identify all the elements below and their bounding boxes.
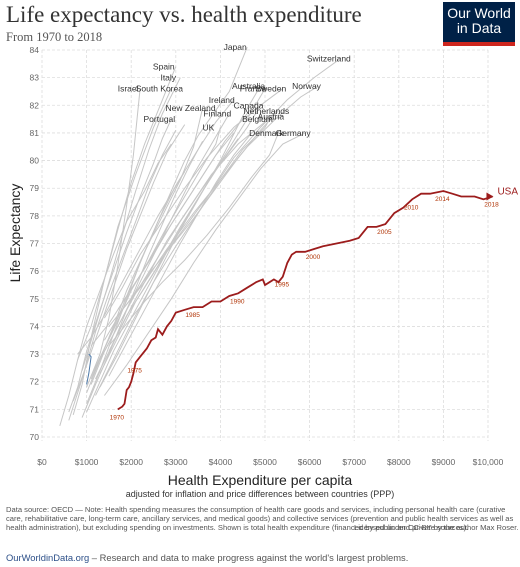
usa-arrowhead bbox=[486, 192, 494, 201]
y-tick-label: 76 bbox=[30, 266, 40, 276]
usa-year-label: 2014 bbox=[435, 196, 450, 203]
country-label: UK bbox=[202, 122, 214, 132]
country-label: France bbox=[240, 84, 267, 94]
logo-red-strip bbox=[443, 42, 515, 46]
country-series-line bbox=[86, 138, 239, 413]
usa-year-label: 2000 bbox=[306, 254, 321, 261]
country-label: Belgium bbox=[242, 114, 273, 124]
country-label: Portugal bbox=[144, 114, 176, 124]
y-tick-label: 78 bbox=[30, 211, 40, 221]
y-tick-label: 75 bbox=[30, 294, 40, 304]
country-series-line bbox=[86, 88, 141, 388]
country-label: Canada bbox=[234, 100, 264, 110]
country-label: Australia bbox=[232, 81, 265, 91]
country-series-line bbox=[72, 88, 172, 416]
site-link[interactable]: OurWorldinData.org bbox=[6, 552, 90, 563]
y-tick-label: 73 bbox=[30, 349, 40, 359]
country-series-line bbox=[68, 129, 177, 421]
country-label: Norway bbox=[292, 81, 322, 91]
x-tick-label: $9000 bbox=[432, 457, 456, 467]
x-tick-label: $3000 bbox=[164, 457, 188, 467]
country-series-line bbox=[81, 140, 204, 418]
y-axis-label: Life Expectancy bbox=[7, 183, 23, 283]
y-tick-label: 71 bbox=[30, 404, 40, 414]
x-tick-label: $8000 bbox=[387, 457, 411, 467]
usa-year-label: 2010 bbox=[404, 204, 419, 211]
footer-line: OurWorldinData.org – Research and data t… bbox=[6, 552, 408, 563]
y-tick-label: 83 bbox=[30, 73, 40, 83]
chart-title: Life expectancy vs. health expenditure bbox=[6, 2, 362, 27]
country-label: New Zealand bbox=[166, 103, 216, 113]
x-tick-label: $10,000 bbox=[473, 457, 504, 467]
country-label: Italy bbox=[160, 73, 176, 83]
country-series-line bbox=[77, 171, 186, 355]
y-tick-label: 82 bbox=[30, 100, 40, 110]
country-series-line bbox=[99, 88, 266, 374]
country-series-line bbox=[108, 132, 252, 377]
y-tick-label: 77 bbox=[30, 239, 40, 249]
country-series-line bbox=[59, 143, 172, 427]
country-label: Spain bbox=[153, 62, 175, 72]
y-tick-label: 70 bbox=[30, 432, 40, 442]
usa-year-label: 1990 bbox=[230, 298, 245, 305]
country-label: Germany bbox=[276, 128, 312, 138]
data-source-note: Data source: OECD — Note: Health spendin… bbox=[6, 505, 514, 533]
country-series-line bbox=[95, 85, 261, 396]
country-label: Austria bbox=[258, 111, 285, 121]
country-label: Netherlands bbox=[243, 106, 289, 116]
country-series-line bbox=[117, 102, 257, 311]
country-label: Japan bbox=[224, 42, 247, 52]
usa-year-label: 1970 bbox=[110, 414, 125, 421]
country-series-line bbox=[108, 132, 279, 347]
country-label: Israel bbox=[118, 84, 139, 94]
country-series-line-blue bbox=[86, 353, 92, 385]
owid-logo[interactable]: Our World in Data bbox=[443, 2, 515, 46]
usa-year-label: 1985 bbox=[185, 312, 200, 319]
y-tick-label: 81 bbox=[30, 128, 40, 138]
country-series-line bbox=[103, 132, 306, 396]
usa-year-label: 1975 bbox=[127, 367, 142, 374]
country-series-line bbox=[81, 77, 181, 371]
country-series-line bbox=[77, 66, 177, 360]
country-series-line bbox=[90, 127, 221, 380]
country-label: South Korea bbox=[136, 84, 184, 94]
usa-year-label: 2005 bbox=[377, 229, 392, 236]
x-tick-label: $5000 bbox=[253, 457, 277, 467]
logo-line-2: in Data bbox=[456, 20, 502, 36]
y-tick-label: 80 bbox=[30, 156, 40, 166]
country-series-line bbox=[72, 124, 186, 402]
x-tick-label: $4000 bbox=[209, 457, 233, 467]
usa-series-label: USA bbox=[497, 187, 518, 198]
country-series-line bbox=[99, 118, 270, 388]
country-label: Switzerland bbox=[307, 53, 351, 63]
x-axis-sublabel: adjusted for inflation and price differe… bbox=[125, 489, 395, 499]
x-tick-label: $6000 bbox=[298, 457, 322, 467]
x-tick-label: $0 bbox=[37, 457, 47, 467]
country-series-line bbox=[103, 88, 284, 319]
chart-subtitle: From 1970 to 2018 bbox=[6, 30, 103, 44]
x-tick-label: $1000 bbox=[75, 457, 99, 467]
country-label: Denmark bbox=[249, 128, 284, 138]
y-tick-label: 79 bbox=[30, 183, 40, 193]
y-tick-label: 72 bbox=[30, 377, 40, 387]
tagline: – Research and data to make progress aga… bbox=[89, 552, 409, 563]
usa-year-label: 2018 bbox=[484, 202, 499, 209]
country-series-line bbox=[68, 118, 172, 413]
x-tick-label: $2000 bbox=[119, 457, 143, 467]
y-tick-label: 84 bbox=[30, 45, 40, 55]
logo-line-1: Our World bbox=[447, 5, 511, 21]
x-axis-label: Health Expenditure per capita bbox=[167, 472, 353, 488]
y-tick-label: 74 bbox=[30, 321, 40, 331]
country-label: Finland bbox=[203, 109, 231, 119]
usa-series-line bbox=[117, 190, 493, 411]
x-tick-label: $7000 bbox=[342, 457, 366, 467]
country-label: Sweden bbox=[255, 84, 286, 94]
country-label: Ireland bbox=[209, 95, 235, 105]
country-series-line bbox=[90, 132, 235, 347]
usa-year-label: 1995 bbox=[275, 282, 290, 289]
license-text: Licensed under CC-BY by the author Max R… bbox=[354, 523, 519, 532]
